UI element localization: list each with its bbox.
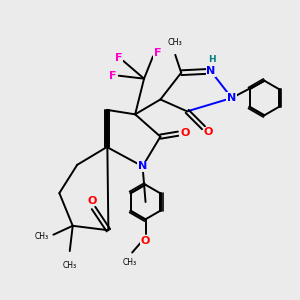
Text: CH₃: CH₃ [63, 261, 77, 270]
Text: O: O [87, 196, 97, 206]
Text: N: N [206, 66, 216, 76]
Text: F: F [115, 53, 122, 63]
Text: O: O [203, 127, 213, 137]
Text: H: H [208, 56, 215, 64]
Text: N: N [138, 161, 147, 171]
Text: N: N [227, 93, 236, 103]
Text: CH₃: CH₃ [35, 232, 49, 241]
Text: O: O [180, 128, 190, 138]
Text: F: F [154, 48, 161, 59]
Text: O: O [141, 236, 150, 246]
Text: F: F [109, 71, 117, 81]
Text: CH₃: CH₃ [168, 38, 183, 46]
Text: CH₃: CH₃ [122, 259, 136, 268]
